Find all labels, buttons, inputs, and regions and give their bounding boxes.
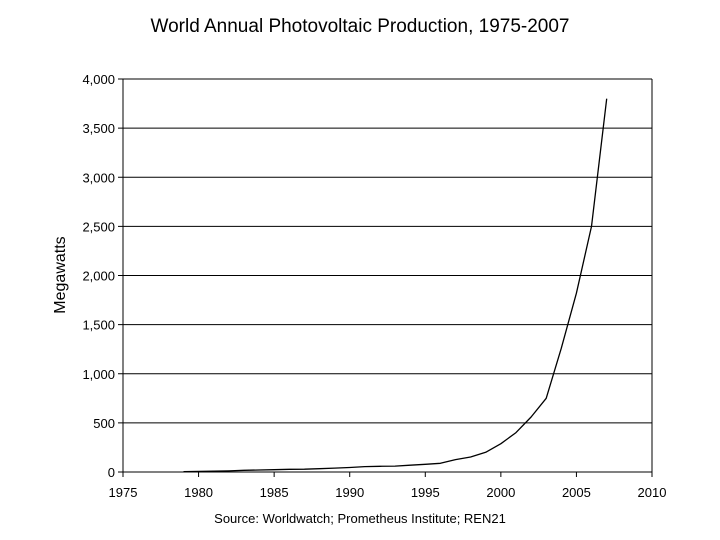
y-tick-label: 2,000 <box>82 269 115 284</box>
y-tick-label: 4,000 <box>82 72 115 87</box>
grid-lines <box>123 78 652 424</box>
y-tick-label: 1,000 <box>82 367 115 382</box>
x-tick-label: 1980 <box>184 485 213 500</box>
y-tick-label: 2,500 <box>82 219 115 234</box>
source-note: Source: Worldwatch; Prometheus Institute… <box>214 511 506 526</box>
series-line <box>183 98 608 473</box>
y-tick-label: 0 <box>108 465 115 480</box>
y-tick-label: 3,000 <box>82 170 115 185</box>
x-tick-labels: 1975 1980 1985 1990 1995 2000 2005 2010 <box>109 485 667 500</box>
x-tick-label: 1975 <box>109 485 138 500</box>
axes <box>118 78 653 477</box>
x-tick-label: 2000 <box>486 485 515 500</box>
x-tick-label: 1990 <box>335 485 364 500</box>
x-tick-label: 2005 <box>562 485 591 500</box>
y-tick-label: 3,500 <box>82 121 115 136</box>
y-tick-label: 500 <box>93 416 115 431</box>
x-tick-label: 1995 <box>411 485 440 500</box>
y-tick-label: 1,500 <box>82 318 115 333</box>
series-group <box>183 98 608 473</box>
x-tick-label: 1985 <box>260 485 289 500</box>
y-tick-labels: 0 500 1,000 1,500 2,000 2,500 3,000 3,500 4,000 <box>82 72 115 480</box>
chart-title: World Annual Photovoltaic Production, 19… <box>150 16 570 37</box>
x-tick-label: 2010 <box>638 485 667 500</box>
